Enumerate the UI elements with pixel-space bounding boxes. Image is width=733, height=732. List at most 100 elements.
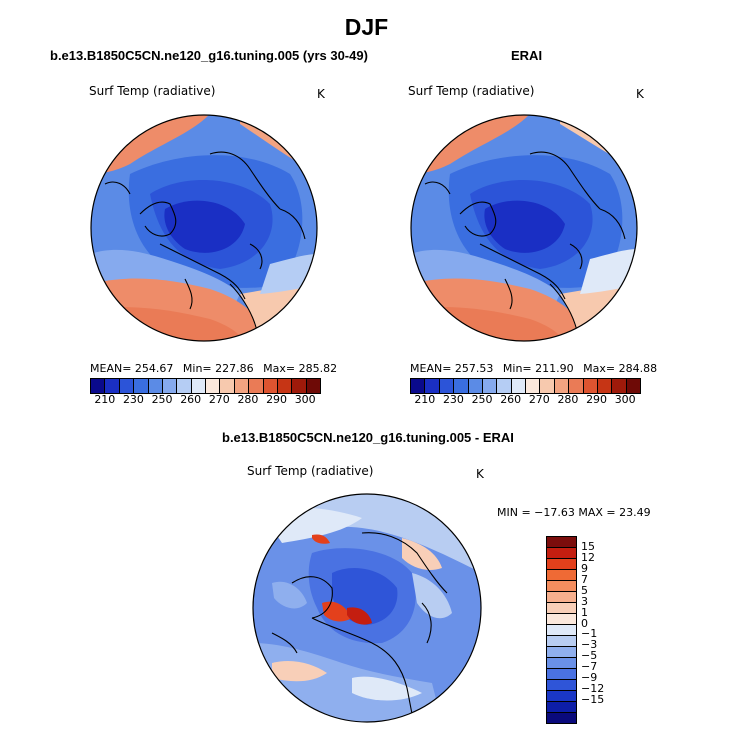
- obs-min-label: Min= 211.90: [502, 362, 574, 375]
- diff-colorbar-tick-label: −7: [581, 660, 598, 674]
- diff-colorbar-tick-label: 5: [581, 583, 588, 597]
- obs-colorbar-swatch: [526, 379, 541, 393]
- diff-colorbar-labels: 15 12 9 7 5 3 1 0 −1 −3 −5 −7 −9 −12 −15: [581, 536, 611, 722]
- obs-colorbar-swatch: [626, 379, 640, 393]
- model-colorbar-tick-label: 260: [180, 393, 202, 406]
- model-colorbar-tick-label: 250: [151, 393, 173, 406]
- obs-colorbar-swatch: [468, 379, 483, 393]
- diff-colorbar-swatch: [547, 669, 576, 680]
- diff-colorbar-tick-label: −9: [581, 671, 598, 685]
- obs-max-label: Max= 284.88: [583, 362, 658, 375]
- diff-colorbar-tick-label: 7: [581, 572, 588, 586]
- obs-colorbar-swatch: [554, 379, 570, 393]
- diff-colorbar-tick-label: 1: [581, 605, 588, 619]
- model-panel-title: b.e13.B1850C5CN.ne120_g16.tuning.005 (yr…: [50, 48, 368, 63]
- model-max-label: Max= 285.82: [263, 362, 338, 375]
- obs-colorbar-swatch: [511, 379, 526, 393]
- model-colorbar: [90, 378, 321, 394]
- diff-variable-label: Surf Temp (radiative): [247, 464, 374, 478]
- diff-colorbar-swatch: [547, 537, 576, 548]
- obs-colorbar-swatch: [612, 379, 627, 393]
- obs-colorbar-tick-label: 230: [442, 393, 464, 406]
- diff-units-label: K: [476, 467, 484, 481]
- diff-colorbar-tick-label: 12: [581, 550, 595, 564]
- obs-colorbar: [410, 378, 641, 394]
- model-colorbar-tick-label: 280: [237, 393, 259, 406]
- model-polar-map: [90, 114, 318, 342]
- diff-colorbar-swatch: [547, 691, 576, 702]
- model-colorbar-swatch: [119, 379, 135, 393]
- model-min-label: Min= 227.86: [182, 362, 254, 375]
- diff-panel-title: b.e13.B1850C5CN.ne120_g16.tuning.005 - E…: [222, 430, 514, 445]
- diff-colorbar-swatch: [547, 592, 576, 603]
- model-colorbar-tick-label: 300: [294, 393, 316, 406]
- diff-colorbar-swatch: [547, 636, 576, 647]
- model-colorbar-swatch: [249, 379, 264, 393]
- diff-colorbar-tick-label: −12: [581, 682, 605, 696]
- model-colorbar-swatch: [292, 379, 307, 393]
- obs-colorbar-tick-label: 300: [614, 393, 636, 406]
- diff-colorbar-swatch: [547, 647, 576, 658]
- obs-colorbar-swatch: [439, 379, 455, 393]
- diff-colorbar-swatch: [547, 702, 576, 713]
- diff-minmax-label: MIN = −17.63 MAX = 23.49: [497, 506, 651, 519]
- model-colorbar-swatch: [277, 379, 293, 393]
- obs-colorbar-swatch: [583, 379, 598, 393]
- diff-colorbar-swatch: [547, 603, 576, 614]
- model-colorbar-tick-label: 230: [122, 393, 144, 406]
- obs-colorbar-tick-label: 290: [586, 393, 608, 406]
- diff-colorbar-tick-label: 9: [581, 561, 588, 575]
- obs-colorbar-swatch: [497, 379, 512, 393]
- model-colorbar-swatch: [105, 379, 120, 393]
- diff-colorbar: [546, 536, 577, 724]
- diff-colorbar-tick-label: −15: [581, 693, 605, 707]
- obs-colorbar-swatch: [569, 379, 584, 393]
- model-colorbar-swatch: [220, 379, 235, 393]
- model-units-label: K: [317, 87, 325, 101]
- obs-colorbar-swatch: [454, 379, 469, 393]
- model-colorbar-swatch: [306, 379, 320, 393]
- model-colorbar-swatch: [206, 379, 221, 393]
- model-colorbar-tick-label: 290: [266, 393, 288, 406]
- diff-colorbar-swatch: [547, 559, 576, 570]
- model-colorbar-swatch: [191, 379, 206, 393]
- model-mean-label: MEAN= 254.67: [90, 362, 174, 375]
- model-colorbar-swatch: [134, 379, 149, 393]
- obs-panel-title: ERAI: [511, 48, 543, 63]
- diff-colorbar-swatch: [547, 570, 576, 581]
- model-colorbar-swatch: [177, 379, 192, 393]
- diff-colorbar-tick-label: −5: [581, 649, 598, 663]
- diff-colorbar-swatch: [547, 658, 576, 669]
- model-colorbar-swatch: [234, 379, 250, 393]
- obs-polar-map: [410, 114, 638, 342]
- obs-colorbar-tick-label: 260: [500, 393, 522, 406]
- obs-stats: MEAN= 257.53 Min= 211.90 Max= 284.88: [410, 362, 663, 375]
- obs-colorbar-tick-label: 210: [414, 393, 436, 406]
- obs-colorbar-tick-label: 250: [471, 393, 493, 406]
- obs-colorbar-swatch: [540, 379, 555, 393]
- model-colorbar-labels: 210 230 250 260 270 280 290 300: [90, 393, 319, 407]
- diff-colorbar-tick-label: 15: [581, 539, 595, 553]
- obs-colorbar-swatch: [482, 379, 498, 393]
- diff-colorbar-swatch: [547, 625, 576, 636]
- obs-variable-label: Surf Temp (radiative): [408, 84, 535, 98]
- diff-colorbar-tick-label: −1: [581, 627, 598, 641]
- model-colorbar-swatch: [91, 379, 106, 393]
- diff-colorbar-swatch: [547, 713, 576, 723]
- obs-mean-label: MEAN= 257.53: [410, 362, 494, 375]
- obs-colorbar-swatch: [597, 379, 613, 393]
- obs-colorbar-labels: 210 230 250 260 270 280 290 300: [410, 393, 639, 407]
- diff-colorbar-tick-label: 3: [581, 594, 588, 608]
- diff-colorbar-tick-label: −3: [581, 638, 598, 652]
- model-colorbar-tick-label: 210: [94, 393, 116, 406]
- obs-colorbar-tick-label: 280: [557, 393, 579, 406]
- season-title: DJF: [344, 14, 389, 40]
- model-colorbar-swatch: [263, 379, 278, 393]
- model-colorbar-swatch: [148, 379, 163, 393]
- model-colorbar-tick-label: 270: [208, 393, 230, 406]
- model-variable-label: Surf Temp (radiative): [89, 84, 216, 98]
- diff-colorbar-swatch: [547, 581, 576, 592]
- obs-colorbar-swatch: [411, 379, 426, 393]
- diff-colorbar-swatch: [547, 614, 576, 625]
- model-colorbar-swatch: [162, 379, 178, 393]
